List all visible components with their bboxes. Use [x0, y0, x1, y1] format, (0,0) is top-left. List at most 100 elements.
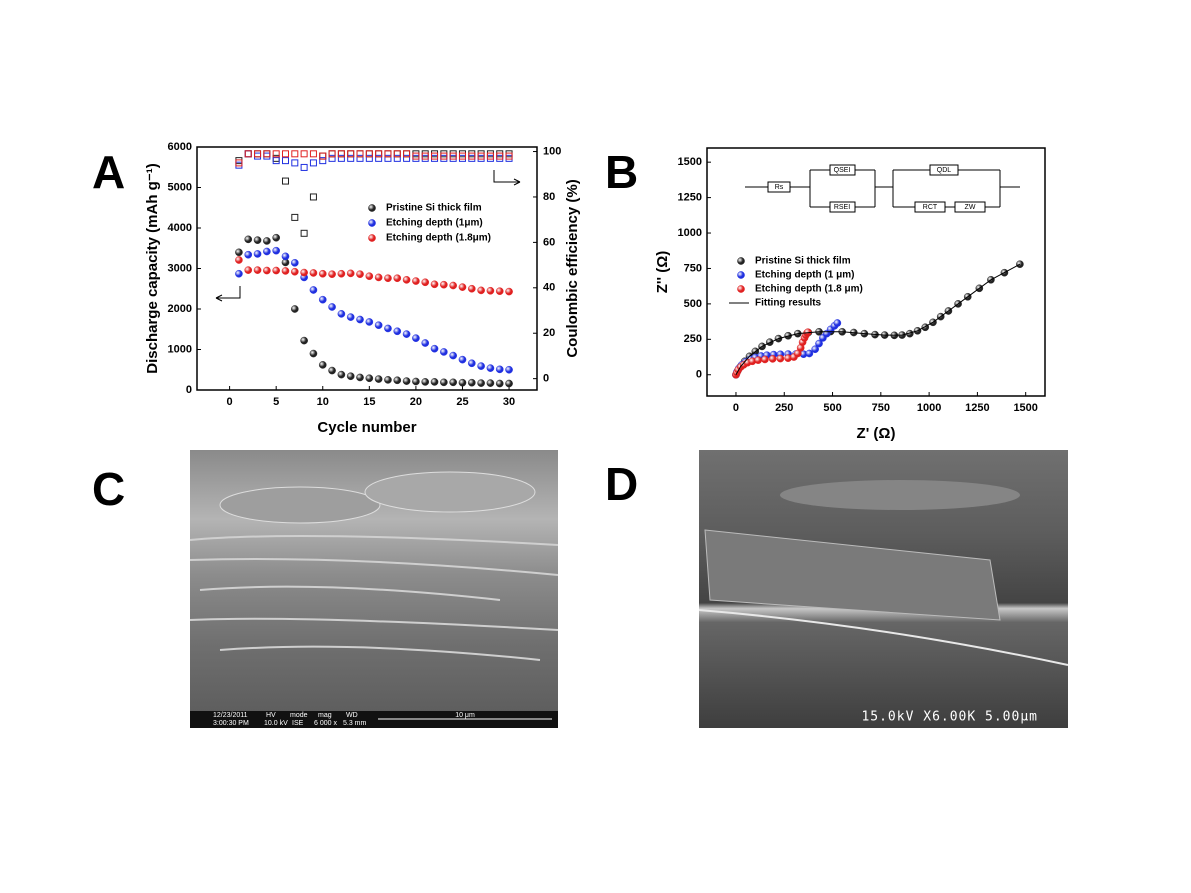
point	[486, 152, 494, 160]
y2-tick-label: 60	[543, 236, 555, 248]
point	[337, 269, 346, 278]
point	[281, 177, 289, 185]
legend-label: Pristine Si thick film	[755, 256, 851, 267]
point	[374, 375, 383, 383]
point	[421, 378, 430, 386]
point	[412, 277, 420, 285]
point	[412, 377, 420, 386]
circuit-label: QSEI	[834, 167, 851, 174]
y-tick-label: 0	[696, 369, 702, 381]
point	[402, 330, 411, 338]
point	[253, 250, 262, 258]
point	[346, 269, 355, 278]
point	[291, 259, 299, 267]
x-tick-label: 1000	[917, 402, 941, 414]
point	[365, 154, 373, 162]
point	[235, 159, 243, 167]
image-info: 10.0 kV	[264, 720, 288, 727]
point	[253, 266, 262, 274]
x-tick-label: 10	[317, 396, 329, 408]
point	[356, 154, 364, 162]
point	[365, 272, 374, 280]
point	[281, 252, 290, 261]
x-tick-label: 500	[823, 402, 841, 414]
point	[421, 339, 430, 347]
point	[309, 150, 317, 158]
point	[300, 163, 308, 171]
point	[458, 152, 466, 160]
circuit-label: ZW	[965, 204, 976, 211]
point	[440, 378, 448, 387]
point	[486, 286, 495, 295]
point	[412, 334, 420, 342]
x-tick-label: 0	[227, 396, 233, 408]
point	[467, 359, 476, 368]
point	[319, 157, 327, 165]
x-axis-label: Cycle number	[317, 419, 416, 436]
point	[430, 280, 439, 289]
point	[754, 356, 762, 364]
point	[244, 235, 253, 244]
point	[384, 154, 392, 162]
y2-tick-label: 40	[543, 282, 555, 294]
point	[393, 154, 401, 162]
x-tick-label: 0	[733, 402, 739, 414]
y-tick-label: 1250	[678, 192, 702, 204]
point	[393, 274, 402, 283]
point	[384, 324, 392, 333]
point	[495, 365, 504, 374]
x-tick-label: 1500	[1013, 402, 1037, 414]
point	[263, 237, 271, 245]
legend-label: Etching depth (1.8μm)	[386, 233, 491, 244]
point	[458, 378, 467, 387]
legend-symbol	[368, 219, 376, 227]
y-tick-label: 1000	[168, 343, 192, 355]
circuit-label: QDL	[937, 167, 952, 174]
point	[337, 150, 345, 158]
point	[449, 378, 457, 387]
point	[254, 150, 262, 158]
point	[393, 327, 402, 336]
y2-axis-label: Coulombic efficiency (%)	[564, 179, 581, 357]
point	[328, 366, 336, 375]
y-axis-label: Discharge capacity (mAh g⁻¹)	[144, 163, 161, 373]
point	[431, 152, 439, 160]
legend-symbol	[737, 271, 745, 279]
point	[486, 379, 495, 387]
point	[477, 286, 485, 295]
point	[449, 152, 457, 160]
point	[449, 281, 457, 290]
y2-tick-label: 0	[543, 373, 549, 385]
point	[403, 150, 411, 158]
panel-label: B	[605, 146, 638, 198]
point	[365, 150, 373, 158]
point	[477, 379, 485, 387]
point	[1016, 260, 1024, 269]
x-axis-label: Z' (Ω)	[857, 425, 896, 442]
point	[505, 379, 513, 388]
point	[346, 313, 355, 321]
point	[440, 152, 448, 160]
point	[235, 256, 243, 264]
circuit-label: RSEI	[834, 204, 850, 211]
point	[281, 150, 289, 158]
point	[337, 154, 345, 162]
point	[291, 213, 299, 221]
image-info: mag	[318, 712, 332, 719]
sem-image	[189, 450, 559, 728]
point	[449, 351, 457, 360]
panel-label: A	[92, 146, 125, 198]
point	[235, 248, 243, 257]
y2-tick-label: 100	[543, 145, 561, 157]
panel-label: C	[92, 463, 125, 515]
point	[244, 266, 253, 274]
point	[281, 157, 289, 165]
image-info: 15.0kV X6.00K 5.00μm	[861, 710, 1038, 725]
point	[319, 152, 327, 160]
circuit-label: RCT	[923, 204, 938, 211]
point	[281, 267, 290, 275]
point	[346, 372, 355, 381]
point	[375, 150, 383, 158]
point	[309, 286, 318, 294]
